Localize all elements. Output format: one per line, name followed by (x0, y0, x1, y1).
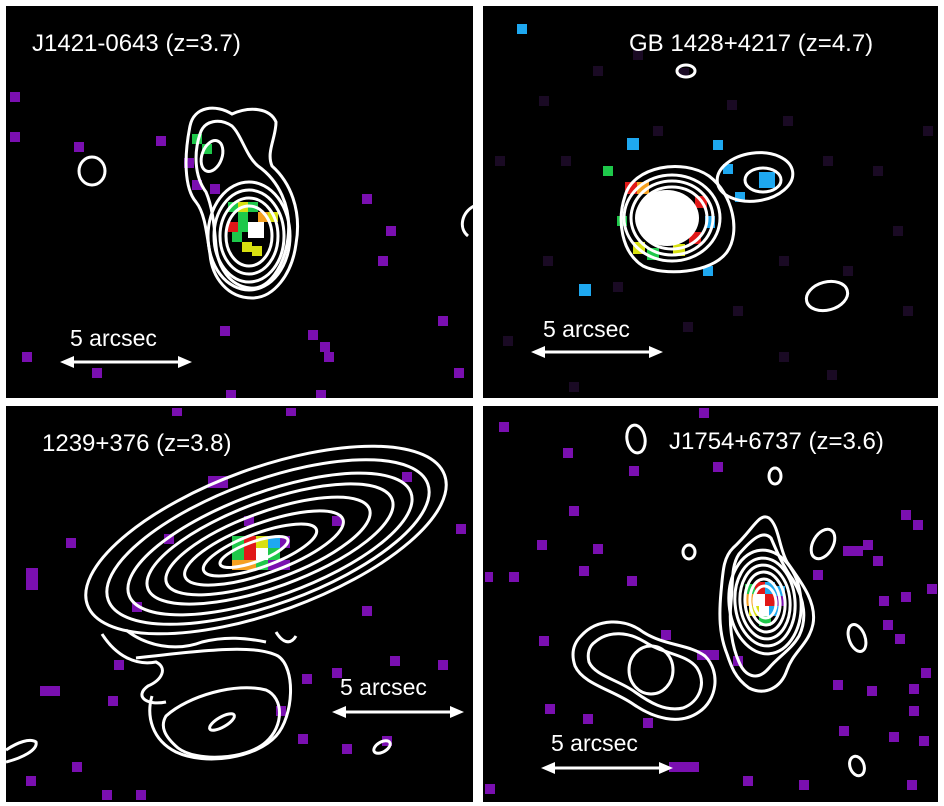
scale-label: 5 arcsec (551, 730, 638, 756)
panel-gb1428: GB 1428+4217 (z=4.7) 5 arcsec (483, 6, 938, 398)
panel-title: J1421-0643 (z=3.7) (32, 30, 241, 57)
xray-image-gb1428 (495, 24, 933, 392)
radio-contours-j1421 (77, 106, 473, 300)
xray-image-j1754 (485, 408, 937, 794)
panel-title: 1239+376 (z=3.8) (42, 430, 232, 457)
scale-bar-j1754 (541, 762, 673, 774)
xray-image-j1421 (10, 92, 473, 398)
scale-label: 5 arcsec (70, 325, 157, 351)
panel-1239: 1239+376 (z=3.8) 5 arcsec (6, 406, 473, 802)
scale-bar-gb1428 (531, 346, 663, 358)
scale-bar-1239 (332, 706, 464, 718)
panel-title: GB 1428+4217 (z=4.7) (629, 30, 874, 57)
panel-j1754: J1754+6737 (z=3.6) 5 arcsec (483, 406, 938, 802)
scale-label: 5 arcsec (543, 316, 630, 342)
xray-image-1239 (6, 408, 466, 800)
radio-contours-1239 (6, 444, 448, 764)
panel-title: J1754+6737 (z=3.6) (669, 428, 884, 455)
panel-j1421: J1421-0643 (z=3.7) 5 arcsec (6, 6, 473, 398)
scale-bar-j1421 (60, 356, 192, 368)
radio-contours-j1754 (571, 423, 868, 778)
radio-contours-gb1428 (619, 63, 850, 313)
scale-label: 5 arcsec (340, 674, 427, 700)
